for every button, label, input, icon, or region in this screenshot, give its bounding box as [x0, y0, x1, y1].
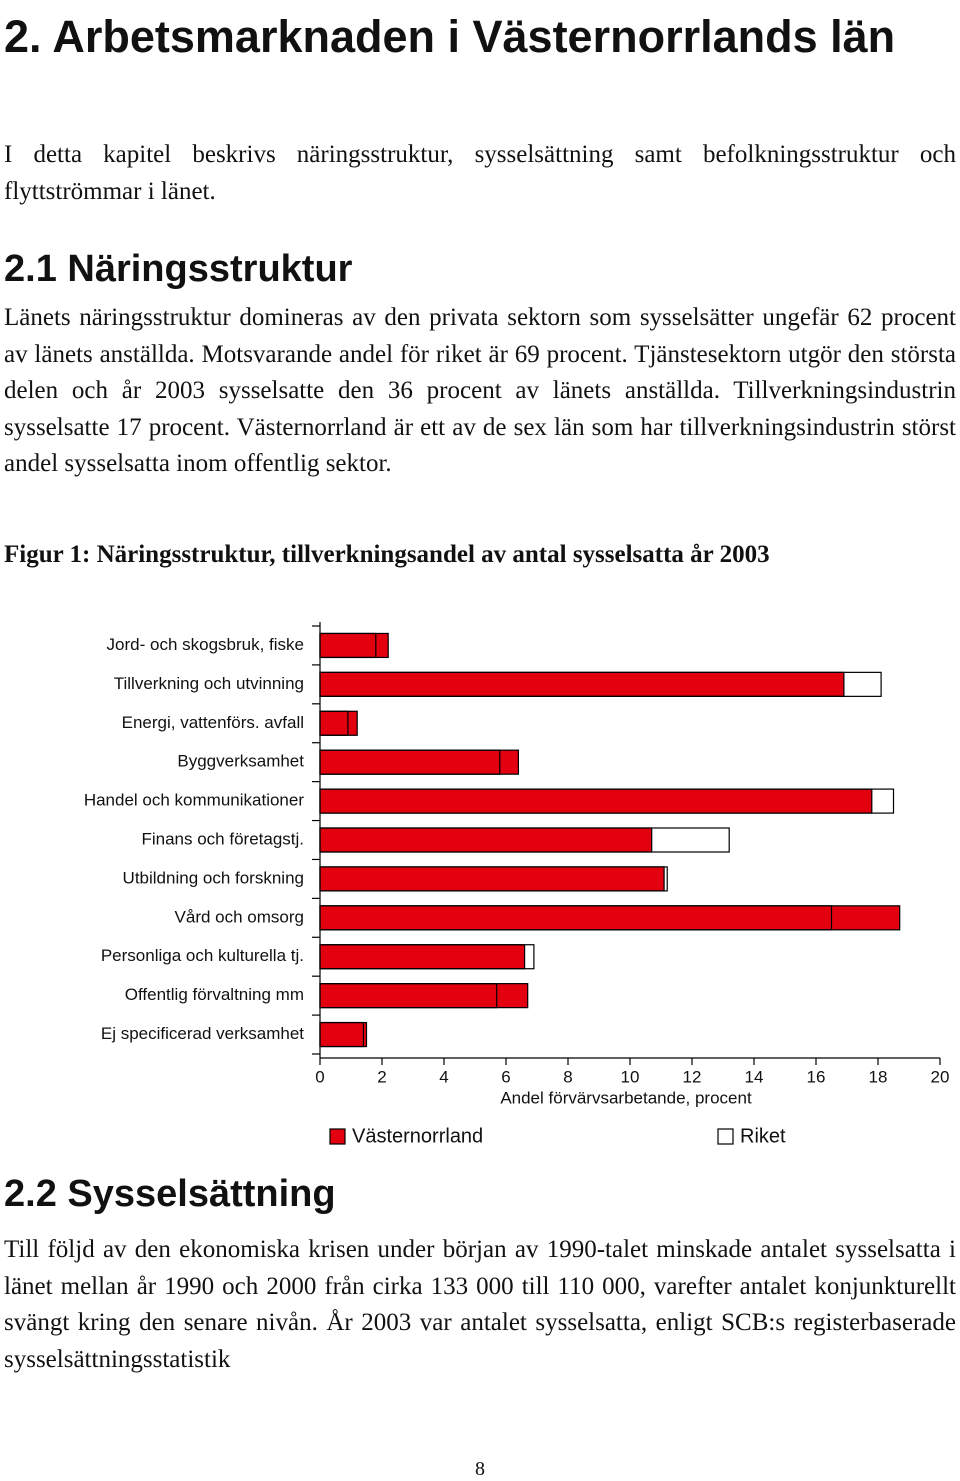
category-label: Offentlig förvaltning mm [125, 985, 304, 1004]
bar [319, 866, 668, 892]
legend-swatch [329, 1128, 346, 1145]
bar [319, 827, 730, 853]
x-axis-label: Andel förvärvsarbetande, procent [500, 1088, 752, 1107]
bar [319, 1021, 368, 1048]
x-tick-label: 18 [869, 1067, 888, 1086]
intro: I detta kapitel beskrivs näringsstruktur… [4, 141, 956, 205]
x-tick-label: 2 [377, 1067, 386, 1086]
category-label: Jord- och skogsbruk, fiske [107, 635, 304, 654]
bar [319, 905, 833, 931]
category-label: Energi, vattenförs. avfall [122, 713, 304, 732]
x-tick-label: 8 [563, 1067, 572, 1086]
bar [319, 632, 389, 659]
category-label: Tillverkning och utvinning [114, 674, 304, 693]
bar [319, 710, 358, 736]
bar [319, 749, 501, 775]
chart: 0 2 4 6 8 10 12 14 16 18 20 Andel förvärvsarbetande… [84, 622, 950, 1147]
legend-label: Riket [740, 1125, 786, 1147]
category-label: Vård och omsorg [175, 907, 304, 926]
x-tick-label: 14 [745, 1067, 764, 1086]
bar [319, 671, 882, 697]
page-number: 8 [475, 1458, 485, 1480]
category-label: Byggverksamhet [177, 752, 304, 771]
category-label: Finans och företagstj. [141, 829, 304, 848]
heading: 2. Arbetsmarknaden i Västernorrlands län [4, 11, 896, 62]
x-tick-label: 16 [807, 1067, 826, 1086]
category-label: Ej specificerad verksamhet [101, 1024, 304, 1043]
bar [319, 983, 498, 1009]
bar [319, 788, 895, 814]
x-tick-label: 12 [683, 1067, 702, 1086]
figure-caption: Figur 1: Näringsstruktur, tillverkningsa… [4, 541, 770, 568]
category-label: Utbildning och forskning [123, 868, 304, 887]
x-tick-label: 0 [315, 1067, 324, 1086]
bar [319, 827, 653, 853]
legend-swatch [717, 1128, 734, 1145]
bar [319, 632, 377, 659]
x-tick-label: 20 [931, 1067, 950, 1086]
bar [319, 671, 845, 697]
category-label: Personliga och kulturella tj. [101, 946, 304, 965]
section-title: 2.1 Näringsstruktur [4, 248, 353, 290]
bar [319, 710, 349, 736]
x-tick-label: 4 [439, 1067, 448, 1086]
bar [319, 749, 519, 775]
bar [319, 944, 535, 970]
bar [319, 788, 873, 814]
bar [319, 905, 901, 931]
bar [319, 944, 526, 970]
section-title: 2.2 Sysselsättning [4, 1173, 336, 1215]
x-tick-label: 6 [501, 1067, 510, 1086]
bar [319, 866, 665, 892]
paragraph: Länets näringsstruktur domineras av den … [4, 304, 956, 477]
x-tick-label: 10 [621, 1067, 640, 1086]
legend-label: Västernorrland [352, 1125, 483, 1147]
bar [319, 1021, 365, 1048]
category-label: Handel och kommunikationer [84, 791, 305, 810]
paragraph: Till följd av den ekonomiska krisen unde… [4, 1236, 956, 1373]
